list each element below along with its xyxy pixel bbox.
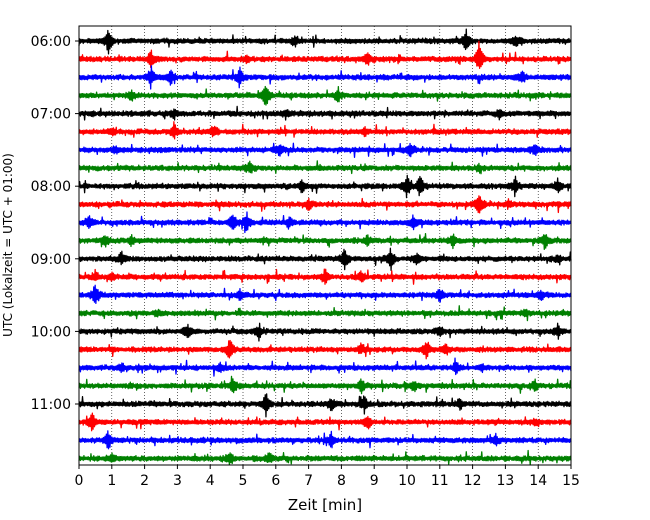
y-tick-label: 06:00	[31, 34, 71, 50]
trace-0630	[78, 65, 572, 90]
trace-1030	[78, 357, 572, 377]
x-tick-label: 8	[337, 473, 346, 489]
trace-0615	[78, 40, 572, 69]
trace-1130	[78, 430, 572, 450]
trace-1015	[78, 339, 572, 360]
plot-frame	[78, 25, 572, 466]
y-tick-label: 07:00	[31, 107, 71, 123]
y-tick-label: 09:00	[31, 252, 71, 268]
x-tick-label: 0	[75, 473, 84, 489]
trace-0815	[78, 195, 572, 214]
trace-0600	[78, 28, 572, 55]
trace-0645	[78, 85, 572, 106]
x-tick-label: 14	[529, 473, 547, 489]
x-tick-label: 1	[107, 473, 116, 489]
y-tick-label: 08:00	[31, 179, 71, 195]
x-tick-label: 5	[239, 473, 248, 489]
trace-1115	[78, 412, 572, 432]
trace-1000	[78, 322, 572, 342]
trace-0900	[78, 247, 572, 271]
grid-lines	[111, 26, 539, 465]
x-axis-label: Zeit [min]	[288, 496, 362, 514]
trace-0845	[78, 232, 572, 250]
trace-0800	[78, 174, 572, 199]
x-tick-label: 9	[370, 473, 379, 489]
x-axis: 0 1 2 3 4 5 6 7 8 9 10 11 12 13 14 15	[75, 465, 580, 489]
y-tick-label: 11:00	[31, 397, 71, 413]
seismic-traces	[78, 28, 572, 466]
x-tick-label: 2	[140, 473, 149, 489]
trace-0730	[78, 142, 572, 158]
trace-0830	[78, 211, 572, 234]
trace-0915	[78, 268, 572, 285]
y-axis-label: UTC (Lokalzeit = UTC + 01:00)	[1, 153, 15, 337]
trace-1145	[78, 449, 572, 466]
trace-0700	[78, 105, 572, 121]
trace-0715	[78, 121, 572, 140]
y-axis: 06:00 07:00 08:00 09:00 10:00 11:00	[31, 34, 79, 413]
y-tick-label: 10:00	[31, 324, 71, 340]
x-tick-label: 3	[173, 473, 182, 489]
trace-0945	[78, 305, 572, 322]
x-tick-label: 15	[562, 473, 580, 489]
trace-1100	[78, 393, 572, 418]
x-tick-label: 7	[304, 473, 313, 489]
trace-1045	[78, 375, 572, 395]
x-tick-label: 11	[431, 473, 449, 489]
x-tick-label: 10	[398, 473, 416, 489]
trace-0745	[78, 160, 572, 175]
trace-0930	[78, 284, 572, 304]
x-tick-label: 12	[464, 473, 482, 489]
x-tick-label: 13	[496, 473, 514, 489]
x-tick-label: 4	[206, 473, 215, 489]
x-tick-label: 6	[271, 473, 280, 489]
